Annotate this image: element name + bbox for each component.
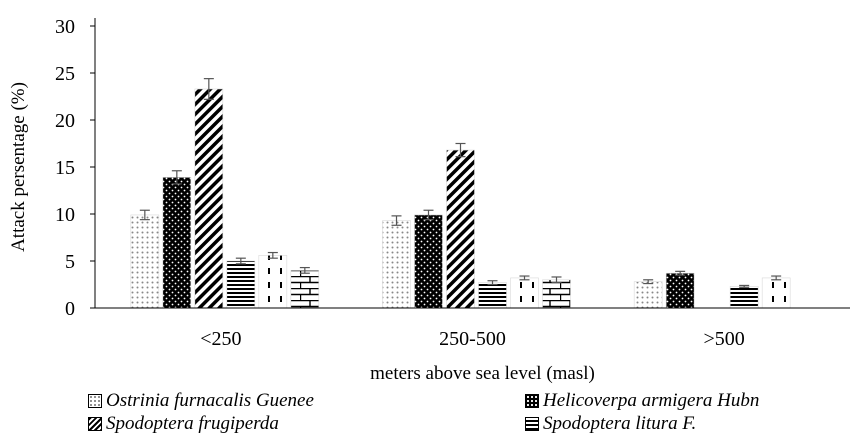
legend-swatch (88, 417, 102, 431)
bars-group (130, 88, 791, 309)
bar (226, 260, 256, 309)
legend-swatch (525, 394, 539, 408)
legend-label: Spodoptera litura F. (543, 413, 697, 434)
legend-swatch (525, 417, 539, 431)
bar (382, 220, 411, 309)
legend-item: Ostrinia furnacalis Guenee (88, 390, 314, 412)
y-tick-label: 0 (65, 298, 75, 320)
bar (414, 214, 443, 309)
bar (478, 282, 507, 309)
legend-item: Helicoverpa armigera Hubn (525, 390, 759, 412)
bar (665, 272, 695, 309)
legend-label: Spodoptera frugiperda (106, 413, 279, 434)
y-tick-label: 25 (55, 63, 75, 85)
y-tick-label: 10 (55, 204, 75, 226)
y-tick-label: 20 (55, 110, 75, 132)
bar (194, 88, 224, 309)
y-tick-label: 5 (65, 251, 75, 273)
x-tick-label: 250-500 (439, 328, 506, 350)
bar (162, 177, 192, 309)
bar (258, 255, 288, 309)
y-tick-label: 30 (55, 16, 75, 38)
y-axis-label: Attack persentage (%) (8, 82, 29, 252)
bar (633, 281, 663, 309)
legend-label: Ostrinia furnacalis Guenee (106, 390, 314, 411)
x-tick-label: <250 (200, 328, 241, 350)
bar (446, 149, 475, 309)
bar (290, 270, 320, 309)
bar (729, 286, 759, 309)
bar (510, 277, 539, 309)
y-axis-ticks: 0 5 10 15 20 25 30 (55, 16, 95, 320)
bar (130, 214, 160, 309)
x-axis-tick-labels: <250 250-500 >500 (200, 328, 745, 350)
legend-swatch (88, 394, 102, 408)
y-tick-label: 15 (55, 157, 75, 179)
x-tick-label: >500 (704, 328, 745, 350)
legend-label: Helicoverpa armigera Hubn (543, 390, 760, 411)
legend-item: Spodoptera frugiperda (88, 413, 279, 435)
bar (761, 277, 791, 309)
x-axis-label: meters above sea level (masl) (370, 363, 595, 384)
legend-item: Spodoptera litura F. (525, 413, 696, 435)
bar (542, 279, 571, 309)
error-bars-group (139, 78, 782, 288)
